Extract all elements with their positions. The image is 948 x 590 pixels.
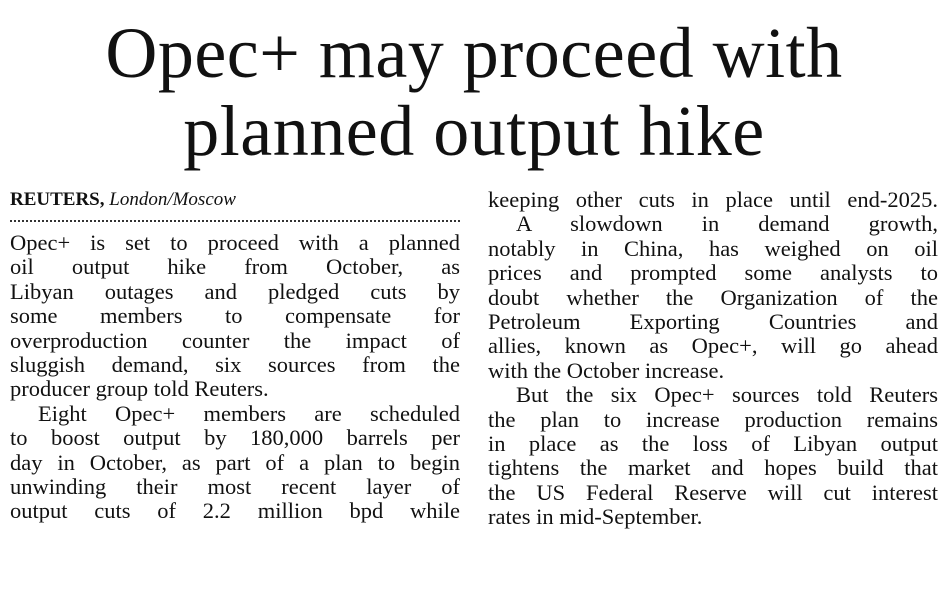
text-line: the US Federal Reserve will cut interest: [488, 479, 938, 505]
text-line: day in October, as part of a plan to beg…: [10, 449, 460, 475]
byline: REUTERS, London/Moscow: [10, 188, 460, 212]
byline-location: London/Moscow: [109, 189, 236, 210]
text-line: keeping other cuts in place until end-20…: [488, 187, 938, 212]
right-column-body: keeping other cuts in place until end-20…: [488, 187, 938, 530]
text-line: Opec+ is set to proceed with a planned: [10, 230, 460, 255]
text-line: But the six Opec+ sources told Reuters: [516, 382, 938, 408]
text-line: Libyan outages and pledged cuts by: [10, 278, 460, 304]
text-line: rates in mid-September.: [488, 504, 703, 530]
paragraph: Opec+ is set to proceed with a planned oi…: [10, 230, 460, 402]
text-line: with the October increase.: [488, 357, 725, 383]
left-column: REUTERS, London/Moscow Opec+ is set to p…: [10, 188, 460, 524]
text-line: allies, known as Opec+, will go ahead: [488, 333, 938, 359]
text-line: sluggish demand, six sources from the: [10, 351, 460, 377]
headline-line-1: Opec+ may proceed with: [105, 13, 843, 93]
text-line: output cuts of 2.2 million bpd while: [10, 498, 460, 524]
text-line: in place as the loss of Libyan output: [488, 430, 938, 456]
text-line: prices and prompted some analysts to: [488, 260, 938, 286]
dotted-divider: [10, 220, 460, 222]
byline-source: REUTERS,: [10, 189, 105, 210]
text-line: oil output hike from October, as: [10, 254, 460, 280]
text-line: notably in China, has weighed on oil: [488, 235, 938, 261]
text-line: doubt whether the Organization of the: [488, 284, 938, 310]
text-line: producer group told Reuters.: [10, 376, 269, 402]
left-column-body: Opec+ is set to proceed with a planned oi…: [10, 230, 460, 524]
right-column: keeping other cuts in place until end-20…: [488, 187, 938, 530]
text-line: Eight Opec+ members are scheduled: [38, 400, 460, 426]
text-line: unwinding their most recent layer of: [10, 473, 460, 499]
paragraph: Eight Opec+ members are scheduled to boos…: [10, 400, 460, 524]
headline-line-2: planned output hike: [183, 91, 765, 171]
paragraph: keeping other cuts in place until end-20…: [488, 187, 938, 212]
text-line: the plan to increase production remains: [488, 406, 938, 432]
paragraph: A slowdown in demand growth, notably in C…: [488, 211, 938, 383]
paragraph: But the six Opec+ sources told Reuters th…: [488, 382, 938, 530]
text-line: tightens the market and hopes build that: [488, 455, 938, 481]
text-line: A slowdown in demand growth,: [516, 211, 938, 237]
text-line: to boost output by 180,000 barrels per: [10, 425, 460, 451]
headline: Opec+ may proceed with planned output hi…: [0, 14, 948, 170]
text-line: Petroleum Exporting Countries and: [488, 308, 938, 334]
text-line: some members to compensate for: [10, 303, 460, 329]
text-line: overproduction counter the impact of: [10, 327, 460, 353]
